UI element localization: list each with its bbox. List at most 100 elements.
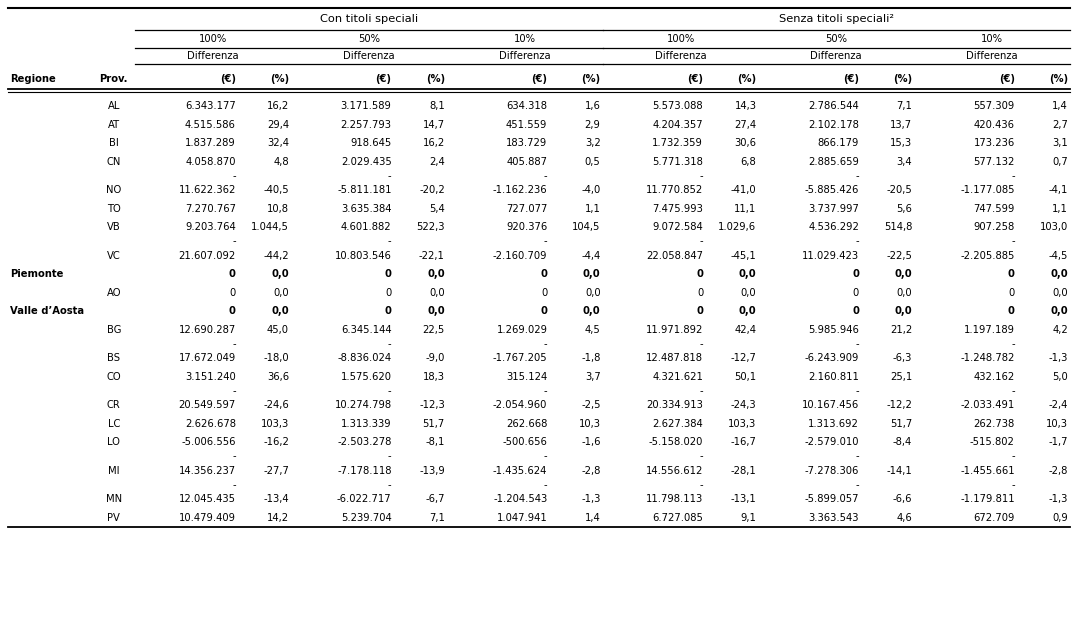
Text: 6.727.085: 6.727.085	[652, 513, 703, 523]
Text: -: -	[1011, 339, 1014, 349]
Text: 29,4: 29,4	[267, 120, 289, 130]
Text: -: -	[388, 386, 391, 396]
Text: -4,5: -4,5	[1049, 251, 1068, 261]
Text: -: -	[232, 451, 236, 461]
Text: 21.607.092: 21.607.092	[179, 251, 236, 261]
Text: -7.278.306: -7.278.306	[804, 466, 859, 476]
Text: 0,0: 0,0	[1052, 288, 1068, 298]
Text: VB: VB	[107, 222, 121, 232]
Text: -2.503.278: -2.503.278	[337, 437, 391, 447]
Text: (€): (€)	[843, 74, 859, 84]
Text: 0: 0	[230, 288, 236, 298]
Text: AT: AT	[108, 120, 120, 130]
Text: Regione: Regione	[10, 74, 56, 84]
Text: MI: MI	[108, 466, 120, 476]
Text: 577.132: 577.132	[973, 156, 1014, 167]
Text: -2,5: -2,5	[581, 400, 600, 410]
Text: -: -	[1011, 386, 1014, 396]
Text: -1.179.811: -1.179.811	[960, 495, 1014, 505]
Text: 0,0: 0,0	[583, 269, 600, 279]
Text: 0,7: 0,7	[1052, 156, 1068, 167]
Text: CO: CO	[107, 372, 121, 382]
Text: (%): (%)	[426, 74, 445, 84]
Text: 451.559: 451.559	[506, 120, 548, 130]
Text: 2,9: 2,9	[584, 120, 600, 130]
Text: 0: 0	[1008, 269, 1014, 279]
Text: 9,1: 9,1	[741, 513, 757, 523]
Text: Senza titoli speciali²: Senza titoli speciali²	[778, 14, 894, 24]
Text: 51,7: 51,7	[423, 419, 445, 429]
Text: 103,3: 103,3	[728, 419, 757, 429]
Text: 0,5: 0,5	[585, 156, 600, 167]
Text: 20.334.913: 20.334.913	[647, 400, 703, 410]
Text: 1.313.339: 1.313.339	[341, 419, 391, 429]
Text: 0,0: 0,0	[274, 288, 289, 298]
Text: 0: 0	[540, 269, 548, 279]
Text: -: -	[232, 171, 236, 181]
Text: -2,8: -2,8	[1049, 466, 1068, 476]
Text: 13,7: 13,7	[890, 120, 912, 130]
Text: AO: AO	[107, 288, 121, 298]
Text: -515.802: -515.802	[970, 437, 1014, 447]
Text: 18,3: 18,3	[423, 372, 445, 382]
Text: 42,4: 42,4	[734, 325, 757, 335]
Text: 920.376: 920.376	[507, 222, 548, 232]
Text: 21,2: 21,2	[890, 325, 912, 335]
Text: -1.455.661: -1.455.661	[960, 466, 1014, 476]
Text: -12,3: -12,3	[419, 400, 445, 410]
Text: 2.257.793: 2.257.793	[341, 120, 391, 130]
Text: 0: 0	[853, 288, 859, 298]
Text: 27,4: 27,4	[734, 120, 757, 130]
Text: 7,1: 7,1	[429, 513, 445, 523]
Text: 0: 0	[541, 288, 548, 298]
Text: (%): (%)	[270, 74, 289, 84]
Text: -2.579.010: -2.579.010	[804, 437, 859, 447]
Text: TO: TO	[107, 203, 121, 213]
Text: -: -	[700, 237, 703, 247]
Text: 2.627.384: 2.627.384	[652, 419, 703, 429]
Text: 10,3: 10,3	[579, 419, 600, 429]
Text: 634.318: 634.318	[507, 101, 548, 111]
Text: 0: 0	[696, 306, 703, 316]
Text: BS: BS	[108, 353, 121, 363]
Text: (€): (€)	[999, 74, 1014, 84]
Text: 0: 0	[540, 306, 548, 316]
Text: -1.767.205: -1.767.205	[493, 353, 548, 363]
Text: -1,3: -1,3	[1049, 495, 1068, 505]
Text: (€): (€)	[375, 74, 391, 84]
Text: -: -	[388, 480, 391, 490]
Text: 0: 0	[385, 269, 391, 279]
Text: -7.178.118: -7.178.118	[337, 466, 391, 476]
Text: 522,3: 522,3	[416, 222, 445, 232]
Text: 25,1: 25,1	[890, 372, 912, 382]
Text: CR: CR	[107, 400, 121, 410]
Text: 50%: 50%	[358, 34, 379, 44]
Text: 5.573.088: 5.573.088	[652, 101, 703, 111]
Text: -6,7: -6,7	[426, 495, 445, 505]
Text: MN: MN	[106, 495, 122, 505]
Text: 672.709: 672.709	[973, 513, 1014, 523]
Text: 1.313.692: 1.313.692	[808, 419, 859, 429]
Text: -22,5: -22,5	[886, 251, 912, 261]
Text: 4,8: 4,8	[274, 156, 289, 167]
Text: 262.668: 262.668	[506, 419, 548, 429]
Text: 0,0: 0,0	[897, 288, 912, 298]
Text: 0,0: 0,0	[895, 306, 912, 316]
Text: 1,4: 1,4	[1052, 101, 1068, 111]
Text: -: -	[700, 171, 703, 181]
Text: -1.204.543: -1.204.543	[493, 495, 548, 505]
Text: 405.887: 405.887	[507, 156, 548, 167]
Text: -2.205.885: -2.205.885	[960, 251, 1014, 261]
Text: -: -	[1011, 451, 1014, 461]
Text: Valle d’Aosta: Valle d’Aosta	[10, 306, 84, 316]
Text: (%): (%)	[581, 74, 600, 84]
Text: -: -	[855, 237, 859, 247]
Text: 11.029.423: 11.029.423	[802, 251, 859, 261]
Text: 17.672.049: 17.672.049	[179, 353, 236, 363]
Text: CN: CN	[107, 156, 121, 167]
Text: 0: 0	[1009, 288, 1014, 298]
Text: -8.836.024: -8.836.024	[337, 353, 391, 363]
Text: 11.798.113: 11.798.113	[646, 495, 703, 505]
Text: -4,0: -4,0	[581, 185, 600, 195]
Text: 0: 0	[229, 269, 236, 279]
